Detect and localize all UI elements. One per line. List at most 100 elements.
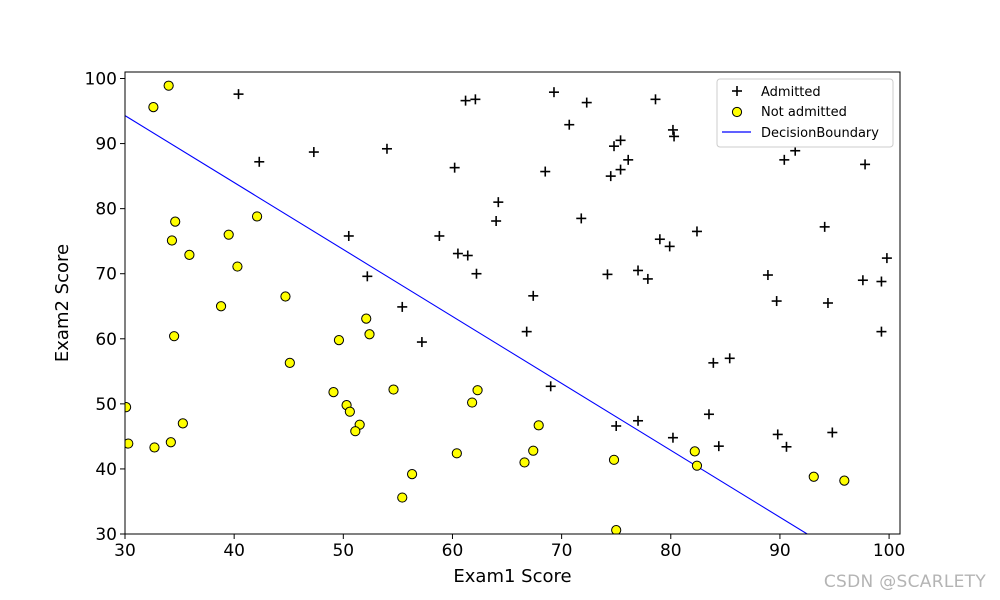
- admitted-point: [822, 298, 833, 308]
- admitted-point: [471, 268, 482, 279]
- admitted-point: [713, 441, 724, 452]
- legend-label-not-admitted: Not admitted: [761, 105, 847, 120]
- not-admitted-point: [397, 492, 408, 503]
- admitted-point: [819, 221, 830, 232]
- admitted-point: [548, 87, 559, 98]
- y-tick-label: 60: [95, 330, 117, 350]
- not-admitted-point: [808, 471, 819, 482]
- legend-label-decision-boundary: DecisionBoundary: [761, 126, 879, 141]
- admitted-point: [771, 296, 782, 307]
- not-admitted-point: [533, 420, 544, 431]
- legend: Admitted Not admitted DecisionBoundary: [716, 78, 894, 148]
- admitted-point: [642, 273, 653, 284]
- watermark: CSDN @SCARLETY: [823, 572, 986, 592]
- admitted-point: [615, 164, 626, 175]
- not-admitted-point: [125, 402, 132, 413]
- admitted-point: [876, 276, 887, 287]
- x-tick-label: 80: [660, 541, 682, 561]
- not-admitted-point: [406, 469, 418, 480]
- admitted-point: [779, 154, 790, 165]
- admitted-point: [462, 250, 473, 261]
- not-admitted-point: [328, 387, 339, 398]
- admitted-point: [669, 131, 680, 142]
- admitted-point: [449, 162, 460, 173]
- not-admitted-point: [149, 442, 160, 453]
- not-admitted-point: [170, 216, 181, 227]
- admitted-point: [581, 97, 592, 108]
- admitted-point: [623, 154, 634, 165]
- y-tick-label: 40: [95, 460, 117, 480]
- not-admitted-point: [608, 454, 620, 465]
- admitted-point: [491, 216, 502, 227]
- not-admitted-point: [472, 385, 483, 396]
- not-admitted-point: [689, 446, 700, 457]
- admitted-point: [667, 124, 678, 135]
- legend-label-admitted: Admitted: [761, 85, 821, 100]
- admitted-point: [528, 290, 539, 301]
- admitted-point: [397, 301, 408, 312]
- admitted-point: [460, 95, 471, 106]
- not-admitted-point: [125, 438, 134, 449]
- x-tick-label: 50: [332, 541, 354, 561]
- y-axis-label: Exam2 Score: [52, 244, 73, 362]
- not-admitted-point: [467, 397, 478, 408]
- y-axis: 30 40 50 60 70 80 90 100: [85, 70, 125, 545]
- y-tick-label: 70: [95, 265, 117, 285]
- not-admitted-point: [284, 357, 295, 368]
- legend-frame: [716, 78, 894, 148]
- admitted-point: [772, 429, 783, 440]
- not-admitted-point: [519, 457, 530, 468]
- not-admitted-point: [169, 331, 180, 342]
- not-admitted-point: [177, 418, 188, 429]
- admitted-point: [233, 89, 244, 100]
- x-tick-label: 30: [114, 541, 136, 561]
- admitted-point: [576, 213, 587, 224]
- not-admitted-point: [611, 524, 622, 534]
- admitted-point: [416, 337, 427, 348]
- not-admitted-point: [148, 102, 159, 113]
- admitted-point: [545, 381, 556, 392]
- admitted-point: [827, 427, 838, 438]
- not-admitted-point: [163, 80, 174, 91]
- admitted-point: [605, 171, 616, 182]
- admitted-point: [876, 326, 887, 337]
- not-admitted-point: [215, 301, 227, 312]
- x-axis-label: Exam1 Score: [453, 566, 571, 587]
- y-tick-label: 50: [95, 395, 117, 415]
- admitted-point: [343, 230, 354, 241]
- admitted-point: [781, 441, 792, 452]
- admitted-point: [521, 326, 532, 337]
- not-admitted-point: [364, 329, 375, 340]
- admitted-point: [493, 197, 504, 208]
- admitted-point: [650, 94, 661, 105]
- not-admitted-point: [184, 249, 195, 260]
- not-admitted-point: [251, 211, 263, 222]
- admitted-point: [654, 234, 665, 245]
- admitted-point: [724, 353, 735, 364]
- admitted-point: [633, 415, 644, 426]
- y-tick-label: 90: [95, 135, 117, 155]
- admitted-point: [664, 241, 675, 252]
- x-tick-label: 70: [551, 541, 573, 561]
- not-admitted-point: [839, 475, 850, 486]
- admitted-point: [667, 432, 678, 443]
- plot-area: [125, 80, 892, 534]
- admitted-point: [470, 94, 481, 105]
- admitted-point: [308, 147, 319, 158]
- admitted-point: [434, 230, 445, 241]
- admitted-point: [540, 166, 551, 177]
- admitted-point: [708, 357, 719, 368]
- legend-marker-admitted: [732, 86, 742, 96]
- plot-frame: [124, 71, 901, 535]
- admitted-point: [691, 226, 702, 237]
- not-admitted-point: [691, 460, 703, 471]
- legend-marker-not-admitted: [731, 106, 743, 118]
- admitted-point: [602, 269, 613, 280]
- admitted-point: [860, 159, 871, 170]
- not-admitted-point: [528, 445, 539, 456]
- x-tick-label: 90: [769, 541, 791, 561]
- not-admitted-point: [388, 384, 399, 395]
- admitted-point: [381, 143, 392, 154]
- not-admitted-point: [451, 448, 462, 459]
